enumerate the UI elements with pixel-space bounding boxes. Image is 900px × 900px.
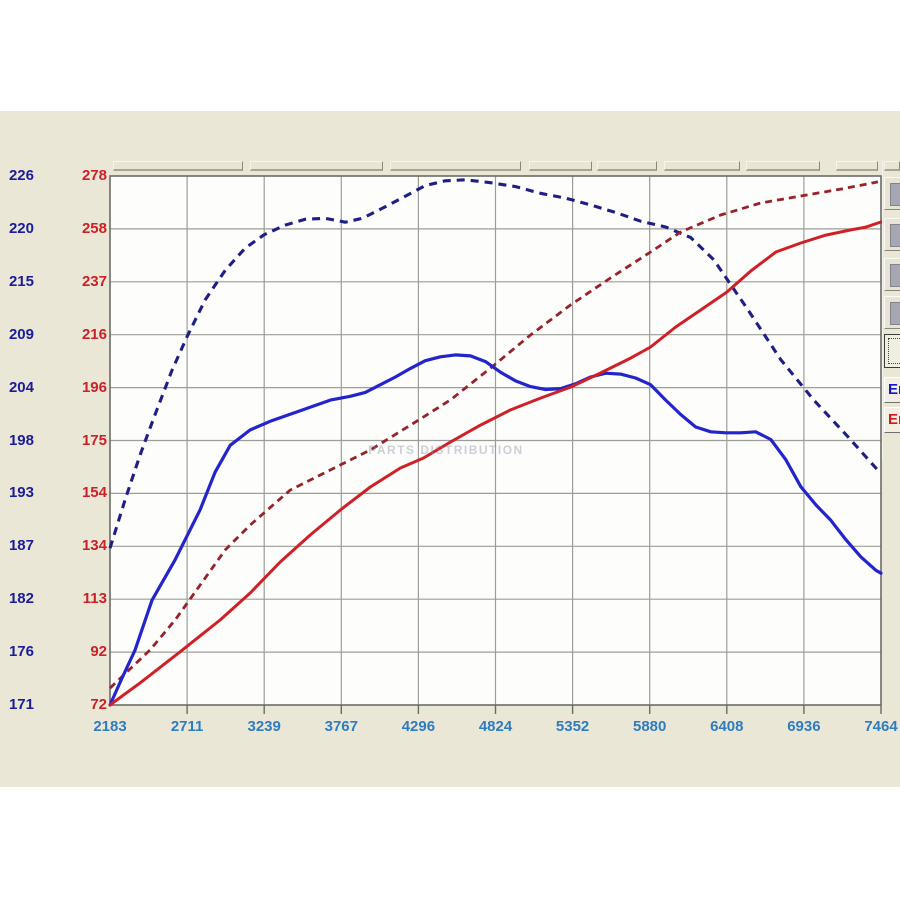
y-tick-label-red: 154: [81, 484, 107, 502]
x-tick-label: 6408: [710, 718, 744, 735]
y-tick-label-red: 237: [81, 272, 107, 290]
x-tick-label: 3767: [324, 718, 358, 735]
y-tick-label-red: 72: [90, 696, 107, 713]
y-tick-label-blue: 226: [8, 167, 34, 184]
y-tick-label-red: 196: [81, 378, 107, 396]
y-tick-label-blue: 171: [8, 696, 34, 713]
focus-rectangle: [888, 338, 900, 364]
y-tick-label-red: 175: [81, 431, 107, 449]
toolbar-strip-segment: [597, 161, 657, 171]
y-tick-label-red: 134: [81, 537, 107, 555]
y-tick-label-blue: 204: [8, 378, 34, 396]
y-tick-label-blue: 215: [8, 272, 34, 290]
x-tick-label: 5352: [555, 718, 590, 735]
x-tick-label: 7464: [864, 718, 898, 735]
y-tick-label-blue: 193: [8, 484, 34, 502]
solid-blue-curve: [108, 353, 883, 707]
x-tick-label: 6936: [787, 718, 821, 735]
side-panel-edge: [882, 160, 883, 460]
button-icon: [890, 264, 900, 287]
watermark-text: PARTS DISTRIBUTION: [368, 443, 524, 457]
y-tick-label-blue: 176: [8, 643, 34, 661]
y-tick-label-blue: 220: [8, 219, 34, 237]
legend-entry[interactable]: En: [884, 377, 900, 403]
panel-focused-button[interactable]: [884, 334, 900, 368]
y-tick-label-red: 92: [90, 643, 107, 661]
x-tick-label: 3239: [247, 718, 281, 735]
toolbar-strip-segment: [529, 161, 592, 171]
panel-icon-button-2[interactable]: [884, 218, 900, 251]
button-icon: [890, 302, 900, 325]
x-tick-label: 4824: [478, 718, 513, 735]
y-tick-label-red: 258: [81, 219, 107, 237]
toolbar-strip-segment: [746, 161, 820, 171]
y-tick-label-blue: 187: [8, 537, 34, 555]
panel-icon-button-4[interactable]: [884, 296, 900, 329]
toolbar-strip-segment: [836, 161, 878, 171]
x-tick-label: 5880: [633, 718, 667, 735]
y-tick-label-blue: 209: [8, 325, 34, 343]
dashed-navy-curve: [108, 178, 880, 549]
y-tick-label-blue: 198: [8, 431, 34, 449]
dashed-dark-red-curve: [109, 180, 879, 690]
toolbar-strip-segment: [390, 161, 521, 171]
legend-entry[interactable]: En: [884, 407, 900, 433]
toolbar-strip-segment: [664, 161, 740, 171]
y-tick-label-red: 278: [81, 167, 107, 184]
button-icon: [890, 224, 900, 247]
x-tick-label: 2183: [93, 718, 127, 735]
panel-icon-button-1[interactable]: [884, 177, 900, 210]
toolbar-strip-segment: [250, 161, 383, 171]
x-tick-label: 4296: [401, 718, 436, 735]
y-tick-label-red: 216: [81, 325, 107, 343]
y-tick-label-blue: 182: [8, 590, 34, 608]
solid-red-curve: [108, 220, 883, 707]
x-tick-label: 2711: [170, 718, 204, 735]
panel-icon-button-3[interactable]: [884, 258, 900, 291]
y-tick-label-red: 113: [82, 590, 107, 608]
toolbar-strip-segment: [113, 161, 243, 171]
button-icon: [890, 183, 900, 206]
